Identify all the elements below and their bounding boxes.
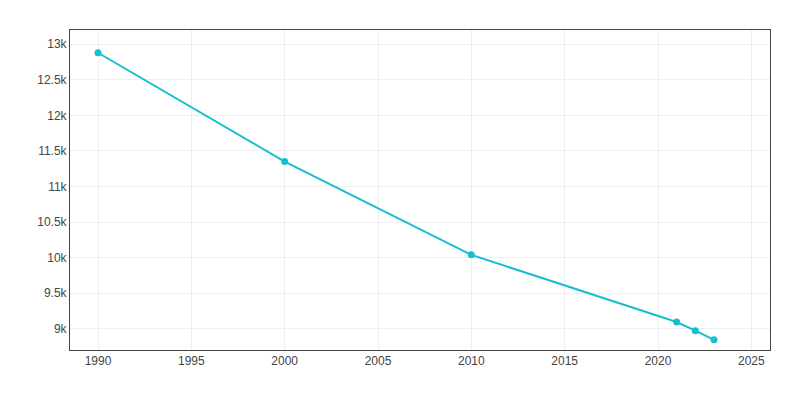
svg-text:10.5k: 10.5k — [37, 215, 67, 229]
svg-text:2020: 2020 — [645, 354, 672, 368]
svg-text:10k: 10k — [47, 251, 67, 265]
svg-text:11k: 11k — [48, 180, 67, 194]
svg-text:11.5k: 11.5k — [38, 144, 67, 158]
svg-text:9.5k: 9.5k — [44, 286, 68, 300]
svg-text:2000: 2000 — [271, 354, 298, 368]
svg-text:13k: 13k — [47, 37, 67, 51]
svg-text:2010: 2010 — [458, 354, 485, 368]
svg-text:2025: 2025 — [738, 354, 765, 368]
svg-text:2015: 2015 — [551, 354, 578, 368]
svg-text:1990: 1990 — [85, 354, 112, 368]
svg-text:12k: 12k — [47, 109, 67, 123]
svg-text:9k: 9k — [54, 322, 68, 336]
svg-text:2005: 2005 — [365, 354, 392, 368]
svg-text:1995: 1995 — [178, 354, 205, 368]
svg-text:12.5k: 12.5k — [37, 73, 67, 87]
